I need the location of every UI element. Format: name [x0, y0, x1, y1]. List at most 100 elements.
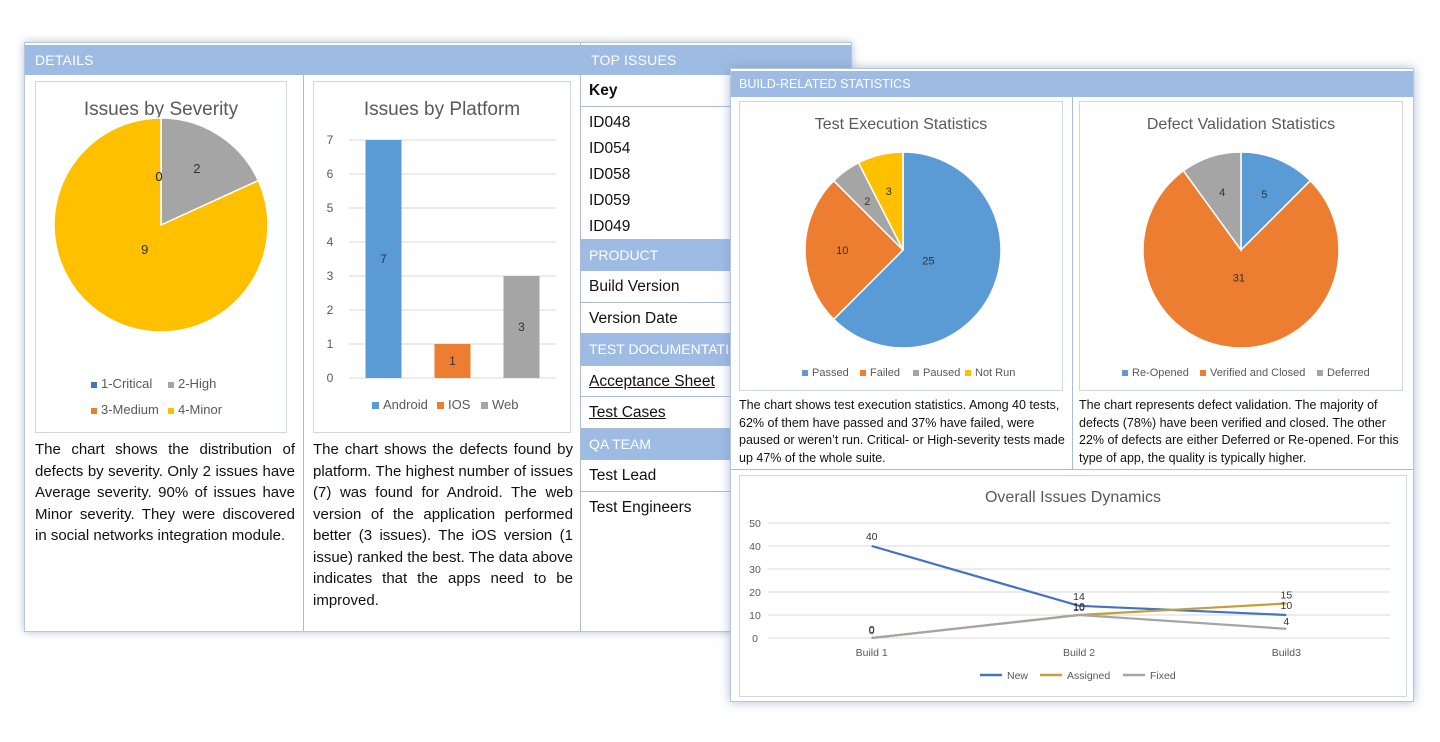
legend-swatch [965, 370, 971, 376]
chart-title: Overall Issues Dynamics [985, 489, 1161, 506]
validation-description: The chart represents defect validation. … [1079, 398, 1399, 465]
issue-id[interactable]: ID058 [589, 165, 631, 183]
chart-title: Issues by Platform [364, 99, 520, 120]
severity-description: The chart shows the distribution of defe… [35, 441, 295, 544]
y-tick-label: 0 [327, 371, 334, 385]
column-divider [1072, 97, 1073, 469]
legend-swatch [372, 402, 379, 409]
x-tick-label: Build3 [1272, 647, 1301, 659]
info-column: Key ID048 ID054 ID058 ID059 ID049 PRODUC… [581, 75, 851, 523]
acceptance-sheet-link[interactable]: Acceptance Sheet [581, 366, 851, 397]
report-sheet-build-stats: BUILD-RELATED STATISTICS Test Execution … [730, 68, 1414, 702]
legend-swatch [168, 382, 174, 388]
data-label: 4 [1283, 616, 1289, 628]
data-label: 1 [449, 354, 456, 368]
series-line [871, 544, 1287, 617]
column-divider [303, 75, 304, 631]
data-label: 14 [1073, 591, 1085, 603]
validation-chart-box: Defect Validation Statistics 5 31 4 Re-Ope… [1079, 101, 1403, 391]
issue-id[interactable]: ID048 [589, 113, 631, 131]
test-cases-link[interactable]: Test Cases [581, 397, 851, 429]
y-tick-label: 3 [327, 269, 334, 283]
y-tick-label: 5 [327, 201, 334, 215]
legend-swatch [168, 408, 174, 414]
legend-swatch [91, 408, 97, 414]
data-label: 40 [866, 531, 878, 543]
column-divider [580, 43, 581, 631]
legend-swatch [802, 370, 808, 376]
data-label: 3 [518, 320, 525, 334]
legend-entry: Failed [870, 367, 900, 379]
legend-swatch [437, 402, 444, 409]
legend-entry: Deferred [1327, 367, 1370, 379]
link-text[interactable]: Test Cases [589, 404, 666, 421]
pie-slice [1142, 169, 1340, 349]
bar [434, 344, 471, 378]
chart-title: Defect Validation Statistics [1147, 116, 1335, 133]
x-tick-label: Build 2 [1063, 647, 1095, 659]
data-label: 0 [155, 169, 162, 184]
chart-title: Test Execution Statistics [815, 116, 988, 133]
execution-chart-box: Test Execution Statistics 25 10 2 3 Passed F… [739, 101, 1063, 391]
product-build-version: Build Version [581, 271, 851, 303]
qa-test-lead: Test Lead [581, 460, 851, 492]
execution-pie-chart: Test Execution Statistics 25 10 2 3 Passed F… [802, 116, 1015, 379]
chart-title: Issues by Severity [84, 99, 239, 120]
legend-swatch [913, 370, 919, 376]
bar [503, 276, 540, 378]
issue-id[interactable]: ID059 [589, 191, 631, 209]
x-tick-label: Build 1 [856, 647, 888, 659]
y-tick-label: 7 [327, 133, 334, 147]
y-tick-label: 0 [752, 633, 758, 645]
data-label: 7 [380, 252, 387, 266]
legend-entry: 1-Critical [101, 376, 152, 391]
data-label: 5 [1261, 189, 1267, 201]
legend-entry: Re-Opened [1132, 367, 1189, 379]
legend-entry: Assigned [1067, 670, 1110, 682]
legend-entry: Paused [923, 367, 960, 379]
legend-entry: Verified and Closed [1210, 367, 1305, 379]
top-issues-header: TOP ISSUES [581, 45, 851, 75]
row-divider [731, 469, 1413, 470]
issue-id[interactable]: ID049 [581, 214, 851, 240]
issue-id[interactable]: ID054 [589, 139, 631, 157]
data-label: 0 [155, 169, 162, 184]
dynamics-chart-box: Overall Issues Dynamics 0 10 20 30 40 50 Build… [739, 475, 1407, 697]
data-label: 9 [141, 242, 148, 257]
y-tick-label: 10 [749, 610, 761, 622]
legend-entry: Fixed [1150, 670, 1176, 682]
data-label: 0 [869, 624, 875, 636]
pie-slice [804, 179, 905, 321]
qa-test-engineers: Test Engineers [589, 498, 692, 516]
y-tick-label: 20 [749, 587, 761, 599]
legend-entry: Passed [812, 367, 849, 379]
y-tick-label: 30 [749, 564, 761, 576]
pie-slice [1182, 151, 1242, 253]
platform-description: The chart shows the defects found by pla… [313, 441, 573, 609]
y-tick-label: 2 [327, 303, 334, 317]
legend-entry: 2-High [178, 376, 216, 391]
y-tick-label: 6 [327, 167, 334, 181]
data-label: 10 [1073, 602, 1085, 614]
pie-slice [832, 151, 1002, 349]
legend-entry: Android [383, 397, 428, 412]
report-sheet-details: DETAILS TOP ISSUES Issues by Severity 0 2… [24, 42, 852, 632]
legend-entry: IOS [448, 397, 471, 412]
legend-entry: Not Run [975, 367, 1015, 379]
data-label: 0 [869, 625, 875, 637]
legend-swatch [91, 382, 97, 388]
legend-swatch [1317, 370, 1323, 376]
link-text[interactable]: Acceptance Sheet [589, 372, 715, 390]
pie-slice [1240, 151, 1312, 252]
data-label: 10 [1073, 601, 1085, 613]
pie-slice [857, 151, 904, 251]
dynamics-line-chart: Overall Issues Dynamics 01020304050Build… [749, 489, 1390, 682]
validation-pie-chart: Defect Validation Statistics 5 31 4 Re-Ope… [1122, 116, 1370, 379]
legend-entry: New [1007, 670, 1028, 682]
build-stats-header: BUILD-RELATED STATISTICS [731, 71, 1413, 97]
legend-entry: Web [492, 397, 519, 412]
legend-entry: 3-Medium [101, 402, 159, 417]
y-tick-label: 40 [749, 541, 761, 553]
